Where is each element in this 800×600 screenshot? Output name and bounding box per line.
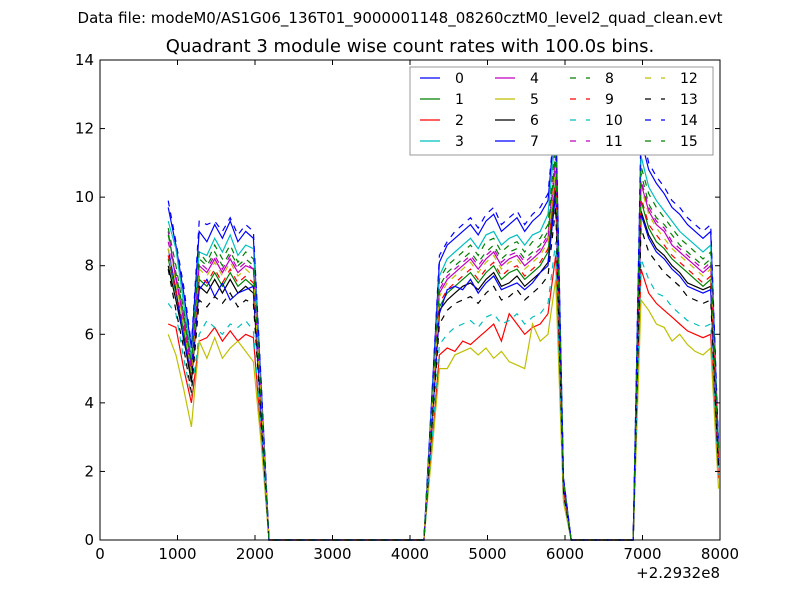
legend-label: 1: [455, 92, 464, 108]
series-line-1: [167, 179, 720, 541]
legend-label: 12: [680, 71, 698, 87]
x-tick-label: 2000: [236, 545, 274, 563]
x-tick-label: 3000: [313, 545, 351, 563]
legend-label: 2: [455, 113, 464, 129]
legend-label: 11: [605, 134, 623, 150]
series-line-3: [167, 131, 720, 541]
legend-entry-10: 10: [570, 113, 623, 129]
series-line-15: [167, 152, 720, 541]
y-tick-label: 12: [75, 120, 94, 138]
legend-entry-1: 1: [420, 92, 464, 108]
series-line-8: [167, 142, 720, 541]
legend-label: 13: [680, 92, 698, 108]
legend-label: 3: [455, 134, 464, 150]
y-tick-label: 8: [84, 257, 94, 275]
y-tick-label: 4: [84, 394, 94, 412]
x-offset-text: +2.2932e8: [636, 564, 720, 582]
legend-entry-9: 9: [570, 92, 614, 108]
legend-label: 6: [530, 113, 539, 129]
x-tick-label: 7000: [623, 545, 661, 563]
series-line-4: [167, 162, 720, 541]
x-tick-label: 4000: [391, 545, 429, 563]
legend-box: [409, 66, 714, 156]
legend-entry-12: 12: [645, 71, 698, 87]
y-tick-label: 14: [75, 51, 94, 69]
x-tick-label: 5000: [468, 545, 506, 563]
legend-entry-5: 5: [495, 92, 539, 108]
chart-title: Quadrant 3 module wise count rates with …: [165, 36, 655, 57]
legend-label: 4: [530, 71, 539, 87]
legend-entry-3: 3: [420, 134, 464, 150]
suptitle-data-file: Data file: modeM0/AS1G06_136T01_90000011…: [77, 9, 723, 27]
series-line-10: [167, 241, 720, 541]
series-line-7: [167, 193, 720, 541]
legend-label: 0: [455, 71, 464, 87]
legend-entry-2: 2: [420, 113, 464, 129]
legend-entry-0: 0: [420, 71, 464, 87]
legend-label: 15: [680, 134, 698, 150]
legend-entry-7: 7: [495, 134, 539, 150]
legend-entry-4: 4: [495, 71, 539, 87]
series-line-0: [167, 114, 720, 541]
series-line-13: [167, 207, 720, 541]
series-lines: [167, 111, 720, 541]
series-line-2: [167, 255, 720, 541]
legend-label: 7: [530, 134, 539, 150]
legend-entry-11: 11: [570, 134, 623, 150]
series-line-12: [167, 166, 720, 541]
y-tick-label: 6: [84, 325, 94, 343]
legend-entry-14: 14: [645, 113, 698, 129]
x-tick-label: 1000: [158, 545, 196, 563]
legend-entry-15: 15: [645, 134, 698, 150]
legend-entry-13: 13: [645, 92, 698, 108]
series-line-5: [167, 279, 720, 541]
axis-ticks: 0 1000 2000 3000 4000 5000 6000 7000 80000246810…: [75, 51, 739, 563]
series-line-11: [167, 155, 720, 541]
legend-label: 5: [530, 92, 539, 108]
x-tick-label: 8000: [701, 545, 739, 563]
legend-entry-8: 8: [570, 71, 614, 87]
y-tick-label: 10: [75, 188, 94, 206]
legend-label: 14: [680, 113, 698, 129]
x-tick-label: 6000: [546, 545, 584, 563]
legend-label: 9: [605, 92, 614, 108]
legend-label: 8: [605, 71, 614, 87]
legend-label: 10: [605, 113, 623, 129]
y-tick-label: 0: [84, 531, 94, 549]
y-tick-label: 2: [84, 462, 94, 480]
series-line-6: [167, 190, 720, 541]
series-line-14: [167, 111, 720, 541]
legend-entry-6: 6: [495, 113, 539, 129]
x-tick-label: 0: [95, 545, 105, 563]
